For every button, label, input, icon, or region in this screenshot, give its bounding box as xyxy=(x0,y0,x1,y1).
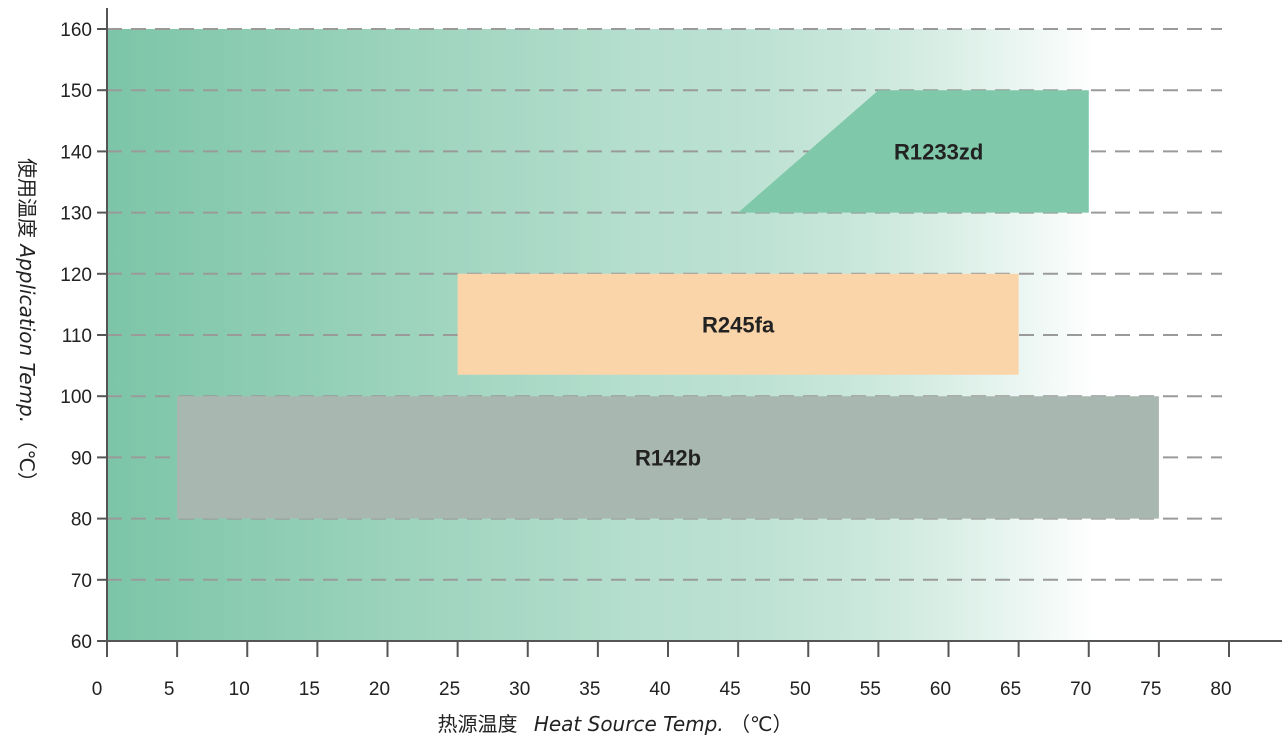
x-tick-label-20: 20 xyxy=(369,679,390,700)
refrigerant-regions xyxy=(177,90,1159,519)
x-tick-label-65: 65 xyxy=(1000,679,1021,700)
region-label-r245fa: R245fa xyxy=(702,312,775,337)
region-r142b xyxy=(177,396,1159,519)
x-axis-title-unit: （℃） xyxy=(730,712,792,736)
x-tick-label-35: 35 xyxy=(579,679,600,700)
x-axis-title-en: Heat Source Temp. xyxy=(534,712,724,736)
x-tick-label-5: 5 xyxy=(164,679,175,700)
y-axis-title-cn: 使用温度 xyxy=(15,158,39,238)
x-tick-label-10: 10 xyxy=(229,679,250,700)
y-tick-label-80: 80 xyxy=(71,510,92,531)
y-tick-label-130: 130 xyxy=(60,204,92,225)
y-tick-label-90: 90 xyxy=(71,448,92,469)
x-tick-label-40: 40 xyxy=(649,679,670,700)
x-axis-title: 热源温度 Heat Source Temp. （℃） xyxy=(437,712,792,736)
x-tick-label-80: 80 xyxy=(1210,679,1231,700)
region-r1233zd xyxy=(738,90,1089,213)
y-axis-title-unit: （℃） xyxy=(15,429,39,491)
y-tick-label-60: 60 xyxy=(71,632,92,653)
y-axis-title: 使用温度 Application Temp. （℃） xyxy=(15,158,39,492)
x-tick-label-50: 50 xyxy=(790,679,811,700)
x-tick-label-25: 25 xyxy=(439,679,460,700)
y-tick-label-150: 150 xyxy=(60,81,92,102)
x-tick-label-75: 75 xyxy=(1140,679,1161,700)
x-tick-labels: 0 5 10 15 20 25 30 35 40 45 50 55 60 65 70 75 80 xyxy=(92,641,1232,700)
x-tick-label-45: 45 xyxy=(720,679,741,700)
y-tick-label-140: 140 xyxy=(60,142,92,163)
x-tick-label-70: 70 xyxy=(1070,679,1091,700)
x-tick-label-60: 60 xyxy=(930,679,951,700)
y-tick-label-160: 160 xyxy=(60,20,92,41)
y-tick-label-120: 120 xyxy=(60,265,92,286)
x-tick-label-30: 30 xyxy=(509,679,530,700)
region-label-r1233zd: R1233zd xyxy=(894,139,983,164)
x-tick-label-55: 55 xyxy=(860,679,881,700)
region-r245fa xyxy=(457,273,1019,375)
y-tick-label-100: 100 xyxy=(60,387,92,408)
x-axis-title-cn: 热源温度 xyxy=(437,712,517,736)
y-tick-label-110: 110 xyxy=(62,326,92,347)
axes xyxy=(106,8,1282,642)
x-tick-label-15: 15 xyxy=(299,679,320,700)
y-axis-title-en: Application Temp. xyxy=(15,242,39,423)
y-tick-labels: 60 70 80 90 100 110 120 130 140 150 160 xyxy=(60,20,107,653)
x-tick-label-0: 0 xyxy=(92,679,103,700)
y-tick-label-70: 70 xyxy=(71,571,92,592)
region-label-r142b: R142b xyxy=(635,445,701,470)
